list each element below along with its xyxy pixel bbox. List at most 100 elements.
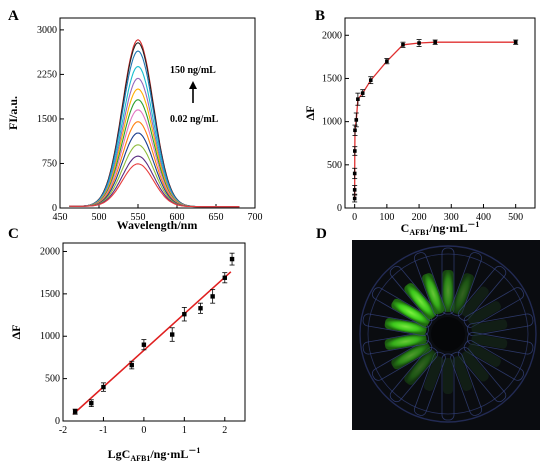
tube-glow <box>404 283 437 320</box>
tube-dim <box>452 355 473 391</box>
tube <box>389 265 439 321</box>
data-point <box>513 40 518 44</box>
panel-a-ytick-label: 2250 <box>37 69 57 80</box>
tube-glow <box>451 273 474 315</box>
panel-b-ytick-label: 0 <box>337 203 342 214</box>
panel-a-xtick-label: 650 <box>209 212 224 223</box>
tube-outline <box>371 287 433 328</box>
tube-outline <box>467 331 534 355</box>
photo-center-hole <box>431 317 465 351</box>
saturation-curve <box>354 41 516 199</box>
panel-b-xlabel: CAFB1/ng·mL－1 <box>401 220 480 237</box>
data-point <box>141 342 147 347</box>
panel-c: C -2 -1 0 1 2 0 500 1000 1500 2000 LgCAFB1/ng·mL－… <box>8 226 246 463</box>
panel-a-xtick-label: 700 <box>248 212 263 223</box>
panel-c-xtick-label: -1 <box>99 425 107 436</box>
tube-outline <box>362 331 429 355</box>
tube-dim <box>461 350 489 382</box>
panel-a-xtick-label: 550 <box>131 212 146 223</box>
panel-b-xtick-label: 400 <box>476 212 491 223</box>
photo-rack-inner-ring <box>367 253 529 415</box>
panel-a-label: A <box>8 8 19 24</box>
data-point <box>360 91 365 95</box>
tube <box>450 351 483 416</box>
panel-b-xtick-label: 100 <box>379 212 394 223</box>
panel-b-plot <box>352 39 519 203</box>
tube-dim <box>471 319 508 335</box>
panel-a-ytick-label: 0 <box>52 203 57 214</box>
tube-outline <box>389 347 439 403</box>
panel-b-xlabel-rest: /ng·mL <box>428 221 467 235</box>
tube-outline <box>371 340 433 381</box>
panel-a-xlabel: Wavelength/nm <box>117 218 198 232</box>
arrow-up-icon <box>189 81 197 89</box>
tube <box>389 347 439 403</box>
panel-c-xlabel: LgCAFB1/ng·mL－1 <box>108 446 201 463</box>
panel-c-xtick-label: 2 <box>222 425 227 436</box>
tube <box>413 252 446 317</box>
tube-glow <box>442 270 454 312</box>
tube <box>362 313 429 337</box>
data-point <box>210 294 215 299</box>
panel-d-label: D <box>316 226 327 242</box>
photo-tubes <box>362 247 534 421</box>
data-point <box>352 196 357 201</box>
spectrum-curve <box>69 77 240 208</box>
panel-c-frame <box>62 242 246 422</box>
data-point <box>417 41 421 45</box>
tube-outline <box>467 313 534 337</box>
panel-a-frame <box>59 17 256 209</box>
data-point <box>352 188 357 192</box>
photo-rack-ring <box>359 245 537 423</box>
panel-c-xlabel-rest: /ng·mL <box>149 447 188 461</box>
tube-outline <box>389 265 439 321</box>
panel-a-ytick-label: 1500 <box>37 114 57 125</box>
tube <box>457 265 507 321</box>
panel-c-ytick-label: 500 <box>45 374 60 385</box>
data-point <box>170 332 175 337</box>
tube <box>371 340 433 381</box>
tube-dim <box>467 343 501 367</box>
annotation-high-concentration: 150 ng/mL <box>170 65 216 76</box>
data-point <box>353 149 357 153</box>
panel-a-ytick-label: 3000 <box>37 25 57 36</box>
panel-c-ytick-label: 0 <box>55 416 60 427</box>
panel-a: A 450 500 550 600 650 700 0 750 1500 2250 3000 Wav… <box>6 8 263 232</box>
panel-b-ylabel: ΔF <box>303 106 317 121</box>
panel-b-label: B <box>315 8 325 24</box>
data-point <box>198 306 203 311</box>
panel-c-ytick-label: 1000 <box>40 331 60 342</box>
panel-b-xtick-label: 500 <box>508 212 523 223</box>
panel-b-xlabel-sub: AFB1 <box>409 228 429 237</box>
tube-dim <box>461 286 489 318</box>
data-point <box>129 362 134 368</box>
data-point <box>101 384 106 390</box>
fit-line <box>72 271 232 415</box>
data-point <box>89 401 94 406</box>
panel-b: B 0 100 200 300 400 500 0 500 1000 1500 2000 CAFB1… <box>303 8 536 237</box>
tube <box>457 347 507 403</box>
panel-c-xlabel-sub: AFB1 <box>130 454 150 463</box>
panel-c-ylabel: ΔF <box>9 325 23 340</box>
panel-b-xtick-label: 0 <box>352 212 357 223</box>
tube <box>441 247 455 315</box>
tube <box>467 313 534 337</box>
panel-a-xtick-label: 500 <box>92 212 107 223</box>
tube <box>362 331 429 355</box>
panel-c-xtick-label: 1 <box>182 425 187 436</box>
panel-a-ylabel: FI/a.u. <box>6 96 20 130</box>
tube-glow <box>384 333 427 350</box>
panel-d: D <box>316 226 540 430</box>
tube-outline <box>457 265 507 321</box>
tube <box>441 353 455 421</box>
panel-b-xlabel-main: C <box>401 221 410 235</box>
data-point <box>385 59 389 63</box>
tube-glow <box>384 318 427 335</box>
panel-b-frame <box>344 17 536 209</box>
data-point <box>353 128 357 133</box>
tube-outline <box>463 340 525 381</box>
data-point <box>182 312 187 317</box>
tube-outline <box>450 252 483 317</box>
panel-c-ticks: -2 -1 0 1 2 0 500 1000 1500 2000 <box>40 246 227 436</box>
